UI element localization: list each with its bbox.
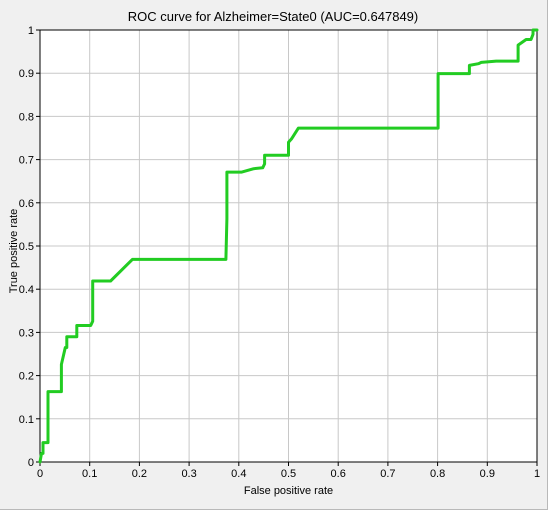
y-tick-label: 0.5 <box>19 241 34 253</box>
x-axis-title: False positive rate <box>244 485 333 497</box>
series-layer <box>38 28 539 464</box>
y-tick-label: 0 <box>28 457 34 469</box>
roc-curve-line <box>38 28 539 464</box>
x-tick-label: 0.1 <box>82 468 97 480</box>
x-tick-label: 0.6 <box>331 468 346 480</box>
chart-title: ROC curve for Alzheimer=State0 (AUC=0.64… <box>128 9 418 24</box>
x-tick-label: 0 <box>37 468 43 480</box>
x-tick-label: 0.2 <box>132 468 147 480</box>
axis-ticks: 0 0.1 0.2 0.3 0.4 0.5 0.6 0.7 0.8 0.9 1 0 0.1 0.2 0.3 0… <box>19 25 540 480</box>
y-tick-label: 0.2 <box>19 371 34 383</box>
x-tick-label: 0.8 <box>430 468 445 480</box>
x-tick-label: 0.5 <box>281 468 296 480</box>
y-tick-label: 0.8 <box>19 111 34 123</box>
y-tick-label: 0.7 <box>19 155 34 167</box>
y-tick-label: 0.9 <box>19 68 34 80</box>
y-tick-label: 1 <box>28 25 34 37</box>
x-tick-label: 0.9 <box>480 468 495 480</box>
x-tick-label: 0.7 <box>380 468 395 480</box>
y-tick-label: 0.6 <box>19 198 34 210</box>
x-tick-label: 0.3 <box>181 468 196 480</box>
y-tick-label: 0.1 <box>19 414 34 426</box>
y-tick-label: 0.3 <box>19 327 34 339</box>
x-tick-label: 0.4 <box>231 468 246 480</box>
y-axis-title: True positive rate <box>8 209 20 294</box>
y-tick-label: 0.4 <box>19 284 34 296</box>
plot-border <box>39 29 538 463</box>
x-tick-label: 1 <box>534 468 540 480</box>
